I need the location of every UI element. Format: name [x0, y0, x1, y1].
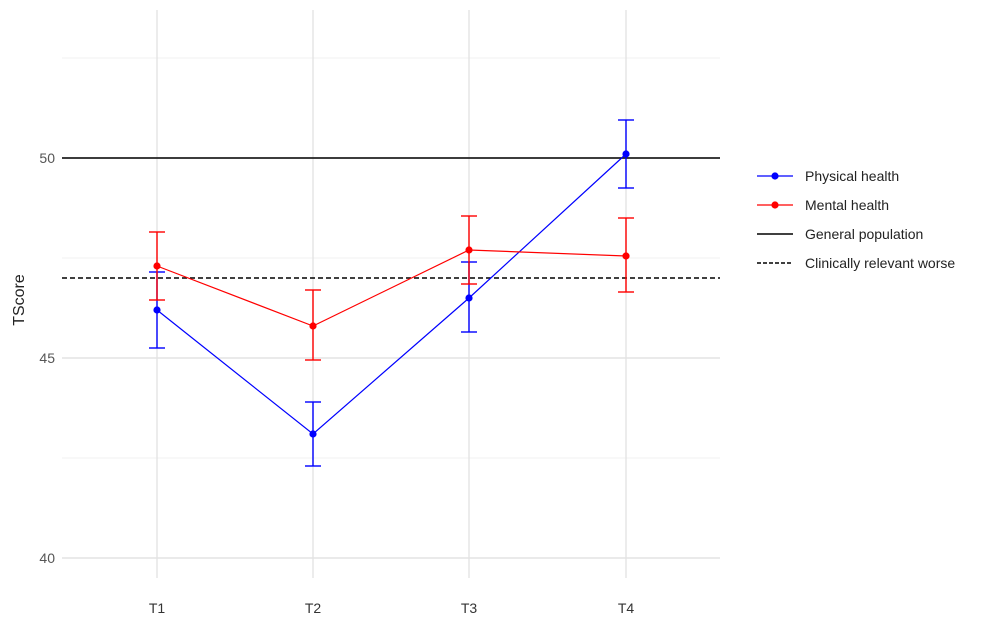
mental-health-data-point — [622, 252, 630, 260]
y-tick-label: 50 — [39, 150, 55, 166]
grid — [62, 10, 720, 578]
mental-health-data-point — [309, 322, 317, 330]
legend-label-clinically-relevant-worse: Clinically relevant worse — [805, 255, 955, 271]
x-tick-label: T4 — [618, 600, 635, 616]
x-tick-label: T3 — [461, 600, 478, 616]
data-series — [149, 119, 634, 467]
legend-marker-physical-health — [771, 172, 779, 180]
mental-health-series-line — [156, 249, 627, 327]
legend-label-mental-health: Mental health — [805, 197, 889, 213]
mental-health-data-point — [153, 262, 161, 270]
y-tick-label: 40 — [39, 550, 55, 566]
legend-label-physical-health: Physical health — [805, 168, 899, 184]
y-tick-label: 45 — [39, 350, 55, 366]
legend: Physical health Mental health General popu… — [757, 168, 955, 271]
physical-health-data-point — [153, 306, 161, 314]
y-axis-title: TScore — [11, 274, 28, 326]
physical-health-series-line — [156, 153, 627, 435]
physical-health-data-point — [465, 294, 473, 302]
legend-marker-mental-health — [771, 201, 779, 209]
physical-health-data-point — [622, 150, 630, 158]
axes: TScore 40 45 50 T1 T2 T3 T4 — [11, 150, 634, 616]
physical-health-data-point — [309, 430, 317, 438]
x-tick-label: T1 — [149, 600, 166, 616]
legend-label-general-population: General population — [805, 226, 923, 242]
mental-health-data-point — [465, 246, 473, 254]
reference-lines — [62, 157, 720, 279]
x-tick-label: T2 — [305, 600, 322, 616]
